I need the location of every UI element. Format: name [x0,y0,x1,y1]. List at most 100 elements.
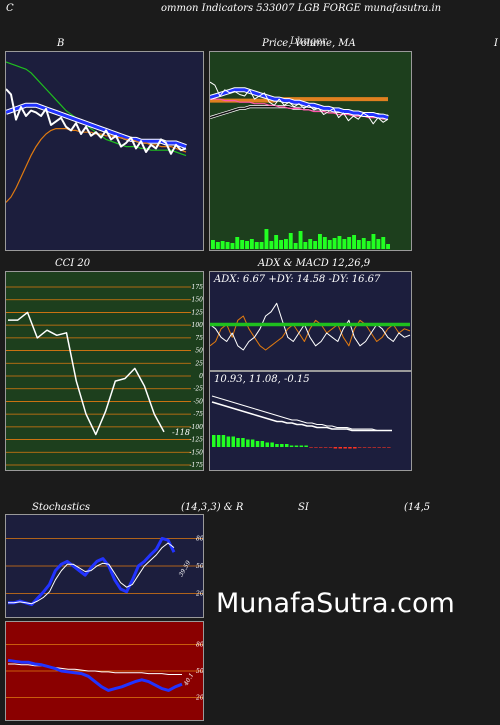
volume-bar [313,241,318,249]
macd-histogram-bar [367,447,372,448]
adx-panel [209,271,412,371]
cci-tick-label: -150 [190,449,203,456]
macd-histogram-bar [221,435,226,447]
macd-histogram-bar [299,445,304,447]
macd-histogram-bar [387,447,391,448]
volume-bar [245,241,249,249]
adx-values: ADX: 6.67 +DY: 14.58 -DY: 16.67 [214,274,381,285]
adx-plus-di-line [210,302,411,351]
price-panel [209,51,412,251]
cci-tick-label: 125 [192,309,203,316]
rsi-tick-label: 50 [196,668,203,675]
price-chart-title-overlay: Lhnger [290,36,327,47]
macd-histogram-bar [377,447,381,448]
macd-histogram-bar [212,435,216,447]
volume-bar [386,244,390,249]
volume-bar [337,236,342,249]
macd-histogram-bar [246,439,250,447]
price-chart-title: Price, Volume, MA [262,38,356,49]
rsi-last-value: 40.1 [182,672,195,688]
stochastics-tick-label: 20 [195,591,203,598]
volume-bar [318,234,322,249]
macd-histogram-bar [250,439,255,447]
volume-bar [298,231,303,249]
macd-histogram-bar [382,447,386,448]
macd-histogram-bar [362,447,367,448]
cci-tick-label: -100 [190,424,203,431]
bollinger-lower-band [6,127,187,203]
macd-histogram-bar [216,435,221,447]
macd-histogram-bar [348,447,352,449]
cci-tick-label: 50 [195,348,203,355]
header-left-letter: C [6,3,14,14]
cci-line [8,311,165,436]
macd-line [211,401,392,432]
cci-last-value: -118 [172,428,190,437]
cci-tick-label: 175 [192,284,203,291]
cci-tick-label: 0 [199,373,203,380]
cci-tick-label: -175 [190,462,203,469]
volume-bar [240,240,245,249]
volume-bar [308,239,313,249]
macd-histogram-bar [285,444,289,447]
volume-bar [284,239,288,249]
cci-tick-label: 75 [195,335,203,342]
volume-bar [225,242,230,249]
macd-histogram-bar [333,447,338,449]
volume-bar [347,237,352,249]
rsi-params: (14,5 [404,502,431,513]
volume-bar [293,243,298,249]
macd-histogram-bar [275,444,279,447]
ma-orange-line [210,97,388,103]
rsi-panel: 80 50 20 40.1 [5,621,204,721]
macd-histogram-bar [338,447,342,449]
volume-bar [303,242,308,249]
macd-histogram-bar [353,447,357,449]
macd-histogram-bar [319,447,323,448]
stochastics-panel: 80 50 20 39.59 [5,514,204,618]
cci-tick-label: 150 [192,297,203,304]
volume-bar [259,242,264,249]
volume-bar [235,237,240,249]
page-title: ommon Indicators 533007 LGB FORGE munafa… [161,3,442,14]
volume-bar [220,241,225,249]
volume-bar [352,235,356,249]
stochastics-last-value: 39.59 [178,559,193,578]
volume-bar [288,233,293,249]
volume-bar [211,240,215,249]
macd-signal-line [211,395,392,431]
macd-histogram-bar [343,447,347,449]
macd-histogram-bar [328,447,333,448]
macd-histogram-bar [226,436,231,447]
volume-bar [327,240,332,249]
rsi-title: SI [298,502,309,513]
cci-tick-label: -50 [193,398,203,405]
macd-histogram-bar [231,436,235,447]
bollinger-title: B [57,38,65,49]
volume-bar [381,237,386,249]
volume-bar [366,241,371,249]
macd-histogram-bar [255,441,260,447]
rsi-line [7,658,183,692]
macd-histogram-bar [241,438,245,447]
adx-macd-title: ADX & MACD 12,26,9 [258,258,371,269]
volume-bar [230,243,235,249]
header-right-letter: I [494,38,498,49]
volume-bar [249,239,254,249]
volume-bar [356,240,361,249]
cci-tick-label: -125 [190,437,203,444]
price-line [210,81,389,125]
rsi-tick-label: 80 [196,642,203,649]
volume-bar [254,242,259,249]
volume-bar [264,229,269,249]
stochastics-d-line [8,542,175,605]
cci-tick-label: 100 [192,322,203,329]
macd-histogram-bar [323,447,328,448]
ma-blue-line [210,88,389,120]
cci-title: CCI 20 [55,258,91,269]
bollinger-middle-band [6,103,187,149]
volume-bar [342,239,347,249]
rsi-tick-label: 20 [195,694,203,701]
ma-pink-line [210,98,388,120]
volume-bar [371,234,376,249]
